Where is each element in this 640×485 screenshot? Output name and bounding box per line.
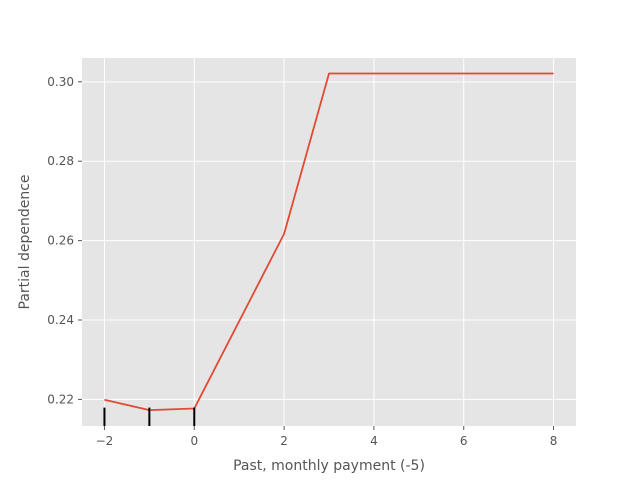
x-tick-label: 4 — [370, 434, 378, 448]
x-tick-label: 6 — [460, 434, 468, 448]
y-tick-label: 0.26 — [47, 234, 74, 248]
y-tick-label: 0.24 — [47, 313, 74, 327]
x-axis-ticks: −2 0 2 4 6 8 — [96, 426, 558, 448]
x-axis-label: Past, monthly payment (-5) — [233, 458, 425, 474]
x-tick-label: −2 — [96, 434, 114, 448]
y-axis-label: Partial dependence — [17, 174, 33, 309]
y-tick-label: 0.28 — [47, 154, 74, 168]
x-tick-label: 8 — [550, 434, 558, 448]
x-tick-label: 2 — [280, 434, 288, 448]
y-axis-ticks: 0.22 0.24 0.26 0.28 0.30 — [47, 75, 82, 407]
y-tick-label: 0.30 — [47, 75, 74, 89]
x-tick-label: 0 — [190, 434, 198, 448]
y-tick-label: 0.22 — [47, 392, 74, 406]
plot-background — [82, 58, 576, 426]
